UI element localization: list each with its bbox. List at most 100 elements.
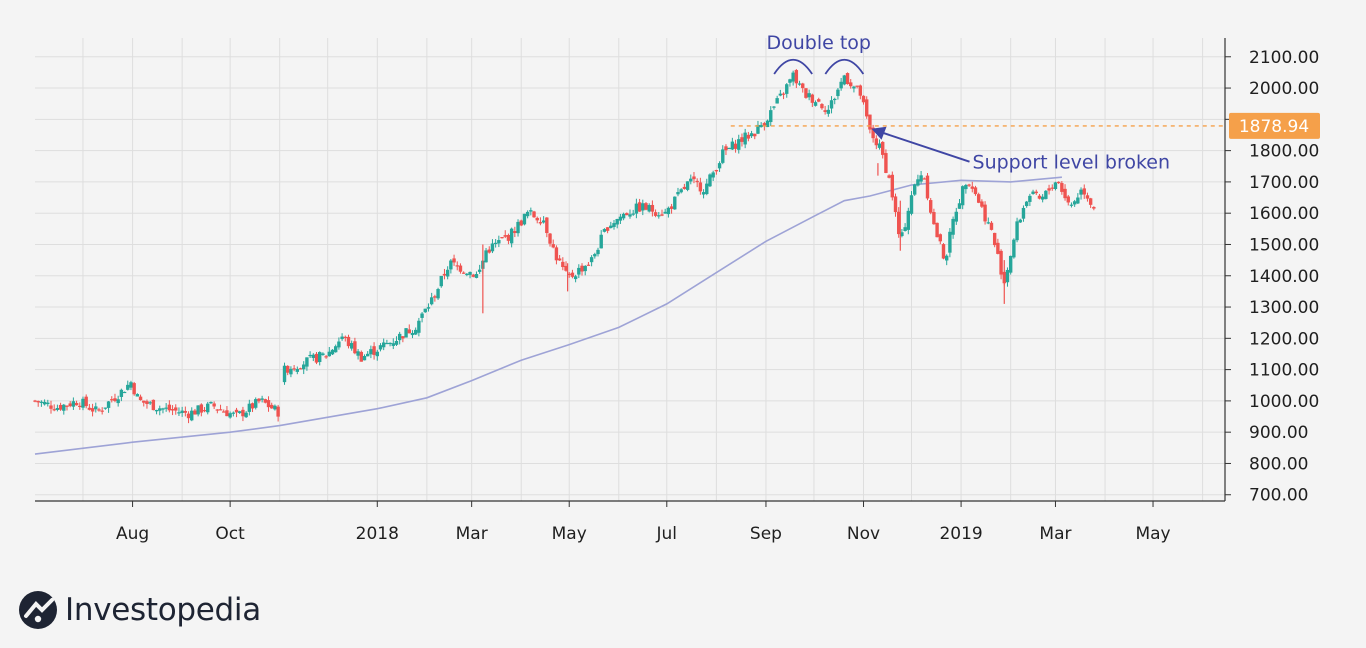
candle-body (1056, 181, 1061, 184)
candle-body (170, 409, 175, 411)
candle-body (397, 333, 402, 341)
candle-body (321, 353, 325, 356)
candle (346, 334, 351, 349)
candle-body (282, 365, 287, 383)
candle (378, 343, 383, 352)
candle (817, 97, 821, 103)
candle-body (679, 189, 683, 193)
candle (932, 208, 936, 225)
candle-body (97, 409, 101, 411)
candle-body (849, 82, 853, 87)
candle (519, 219, 523, 227)
candle (1008, 255, 1013, 275)
candle-body (439, 275, 443, 287)
support-price-tag (1229, 112, 1320, 139)
candle-body (682, 186, 687, 189)
candle (426, 303, 431, 312)
candle (282, 362, 287, 385)
candle-body (209, 401, 213, 404)
candle-body (932, 212, 936, 225)
candle-body (142, 400, 146, 403)
candle-body (58, 404, 63, 410)
candle (535, 216, 539, 224)
candle-body (778, 93, 783, 96)
candle (330, 349, 335, 356)
candle-body (330, 349, 335, 355)
candle (996, 238, 1000, 255)
candle (365, 351, 370, 357)
candle (653, 209, 658, 218)
candle-body (225, 410, 229, 417)
candle (369, 345, 373, 359)
candle-body (532, 211, 536, 218)
candle (810, 93, 815, 108)
candle-body (698, 182, 703, 192)
candle-body (964, 185, 968, 190)
candle-body (753, 133, 757, 137)
candle-body (781, 93, 786, 95)
candle (36, 400, 40, 407)
support-price-tag-label: 1878.94 (1239, 117, 1309, 137)
candle (900, 229, 904, 238)
candle-body (119, 389, 124, 397)
candle (708, 173, 712, 188)
candle (340, 333, 344, 341)
candle-body (564, 265, 568, 271)
candle (484, 247, 488, 263)
candle-body (206, 403, 210, 413)
candle-body (212, 403, 216, 407)
candle (375, 349, 379, 361)
candle (897, 207, 901, 238)
candle (551, 239, 555, 249)
candle (103, 407, 108, 410)
candle (545, 217, 549, 238)
candle-body (701, 192, 706, 195)
candle-body (948, 231, 952, 253)
candle (685, 181, 690, 192)
candle-body (445, 269, 450, 277)
candle-body (829, 100, 834, 109)
candle (1028, 193, 1032, 207)
candle (701, 189, 706, 199)
candle (202, 407, 207, 413)
candle (823, 105, 827, 115)
candle (909, 191, 914, 216)
candle (260, 395, 264, 403)
candle (289, 366, 293, 378)
candle (666, 206, 671, 218)
candle (525, 210, 530, 219)
candle (254, 397, 258, 410)
candle (308, 351, 312, 359)
candle (129, 380, 133, 391)
candle-body (359, 351, 363, 362)
candle (948, 228, 952, 258)
candle (788, 78, 792, 87)
candle-body (126, 384, 130, 390)
candle (717, 161, 722, 172)
candle-body (980, 201, 984, 207)
candle (222, 409, 226, 413)
candle-body (765, 120, 770, 128)
candle-body (970, 186, 974, 189)
candle (359, 350, 363, 362)
candle-body (407, 329, 411, 334)
candle (55, 404, 60, 412)
candle (110, 396, 114, 403)
candle (970, 181, 974, 193)
candle (1018, 218, 1022, 224)
candle-body (381, 342, 386, 348)
candle (343, 335, 347, 342)
candle-body (516, 221, 520, 234)
support-broken-label: Support level broken (973, 152, 1171, 174)
candle (986, 217, 990, 225)
candle (913, 183, 917, 196)
candle (695, 178, 699, 188)
candle (1037, 193, 1042, 200)
candle-body (1037, 195, 1042, 199)
candle-body (145, 401, 149, 405)
candle-body (81, 398, 85, 408)
candle (1063, 184, 1067, 201)
candle (474, 271, 479, 279)
candle (1088, 197, 1093, 209)
candle-body (900, 232, 904, 237)
